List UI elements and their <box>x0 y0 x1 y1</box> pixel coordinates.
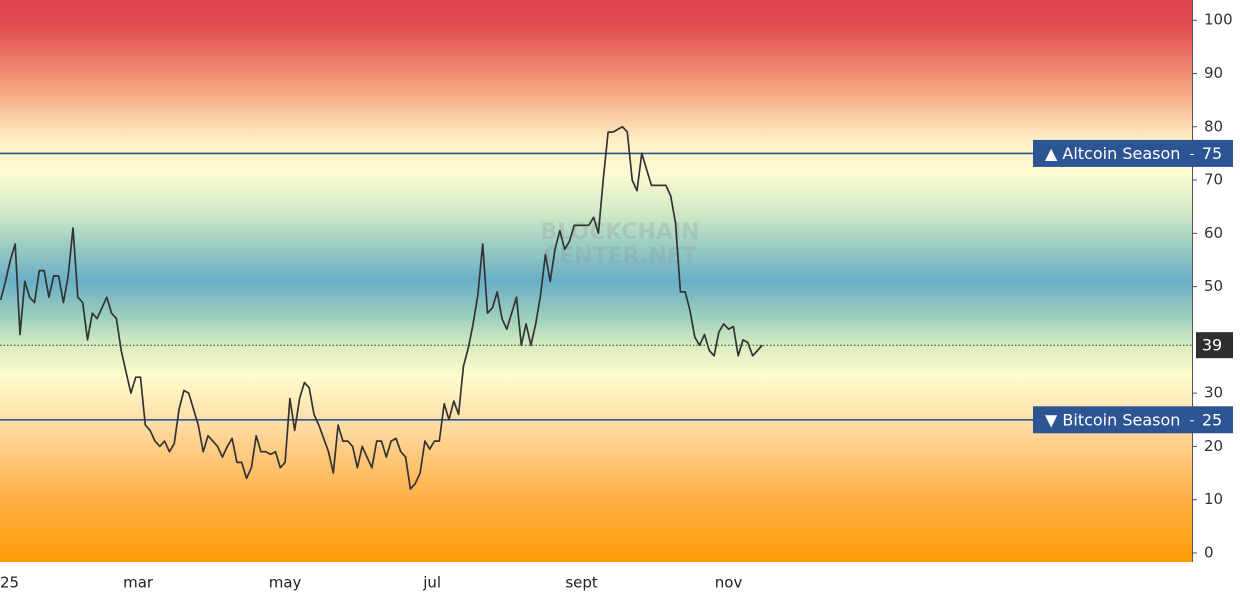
threshold-label: ▼ Bitcoin Season <box>1045 410 1180 429</box>
threshold-value: 25 <box>1202 410 1222 429</box>
threshold-value: 75 <box>1202 144 1222 163</box>
threshold-badge <box>1033 139 1233 167</box>
plot <box>0 125 1192 490</box>
plot-background <box>0 0 1192 562</box>
x-tick-label: mar <box>123 574 154 592</box>
y-tick-label: 100 <box>1204 11 1233 29</box>
x-tick-label: may <box>269 574 302 592</box>
x-tick-label: 25 <box>0 574 19 592</box>
index-line <box>0 125 763 490</box>
y-tick-label: 30 <box>1204 384 1223 402</box>
x-tick-label: jul <box>422 574 441 592</box>
x-tick-label: sept <box>565 574 598 592</box>
y-tick-label: 20 <box>1204 437 1223 455</box>
y-tick-label: 80 <box>1204 117 1223 135</box>
y-tick-label: 90 <box>1204 64 1223 82</box>
threshold-badge <box>1033 406 1233 434</box>
current-badge <box>1196 332 1233 359</box>
y-tick-label: 70 <box>1204 171 1223 189</box>
y-tick-label: 0 <box>1204 543 1214 561</box>
watermark-text: CENTER.NET <box>543 244 697 269</box>
watermark-text: BLOCKCHAIN <box>540 220 699 245</box>
current-value-label: 39 <box>1202 336 1222 355</box>
x-tick-label: nov <box>715 574 743 592</box>
threshold-label: ▲ Altcoin Season <box>1045 144 1180 163</box>
y-tick-label: 50 <box>1204 277 1223 295</box>
y-tick-label: 60 <box>1204 224 1223 242</box>
y-tick-label: 10 <box>1204 490 1223 508</box>
